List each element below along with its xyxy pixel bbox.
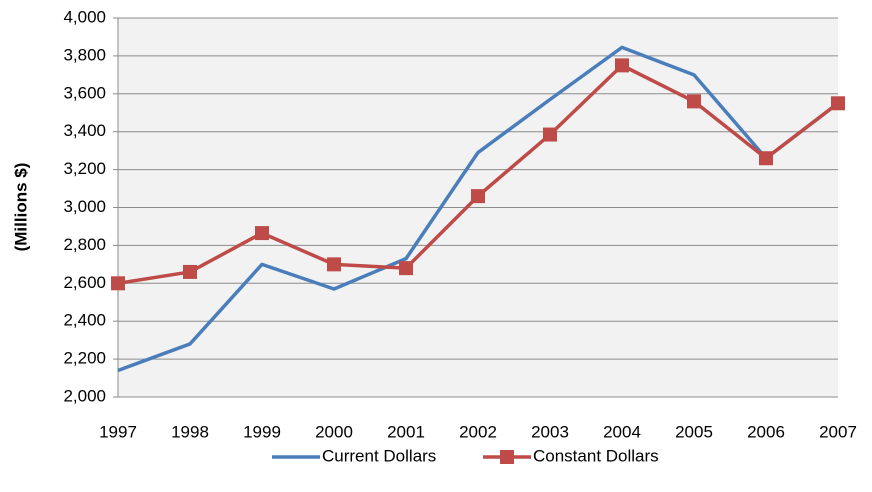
legend-label: Constant Dollars <box>533 446 659 465</box>
x-tick-label: 2002 <box>459 422 497 441</box>
y-tick-label: 3,200 <box>63 159 106 178</box>
x-tick-label: 2001 <box>387 422 425 441</box>
y-tick-label: 2,800 <box>63 235 106 254</box>
y-tick-label: 4,000 <box>63 7 106 26</box>
point-marker <box>831 96 845 111</box>
point-marker <box>759 151 773 166</box>
point-marker <box>327 257 341 272</box>
x-tick-label: 1998 <box>171 422 209 441</box>
x-tick-label: 2004 <box>603 422 641 441</box>
legend-label: Current Dollars <box>322 446 436 465</box>
y-axis-label: (Millions $) <box>11 163 30 252</box>
point-marker <box>687 94 701 109</box>
point-marker <box>615 58 629 73</box>
y-tick-label: 3,800 <box>63 45 106 64</box>
x-tick-label: 2003 <box>531 422 569 441</box>
series-line <box>117 45 840 373</box>
point-marker <box>183 264 197 279</box>
x-tick-label: 2005 <box>675 422 713 441</box>
y-tick-label: 2,000 <box>63 386 106 405</box>
y-tick-label: 3,000 <box>63 197 106 216</box>
legend-marker <box>500 450 514 464</box>
x-tick-label: 1997 <box>99 422 137 441</box>
x-tick-label: 2000 <box>315 422 353 441</box>
point-marker <box>471 189 485 204</box>
y-tick-label: 2,600 <box>63 273 106 292</box>
point-marker <box>111 276 125 291</box>
y-tick-label: 3,600 <box>63 83 106 102</box>
point-marker <box>399 261 413 276</box>
point-marker <box>543 127 557 142</box>
x-tick-label: 2007 <box>819 422 857 441</box>
y-tick-label: 2,200 <box>63 349 106 368</box>
y-tick-label: 3,400 <box>63 121 106 140</box>
x-tick-label: 2006 <box>747 422 785 441</box>
y-tick-label: 2,400 <box>63 311 106 330</box>
x-tick-label: 1999 <box>243 422 281 441</box>
point-marker <box>255 226 269 241</box>
